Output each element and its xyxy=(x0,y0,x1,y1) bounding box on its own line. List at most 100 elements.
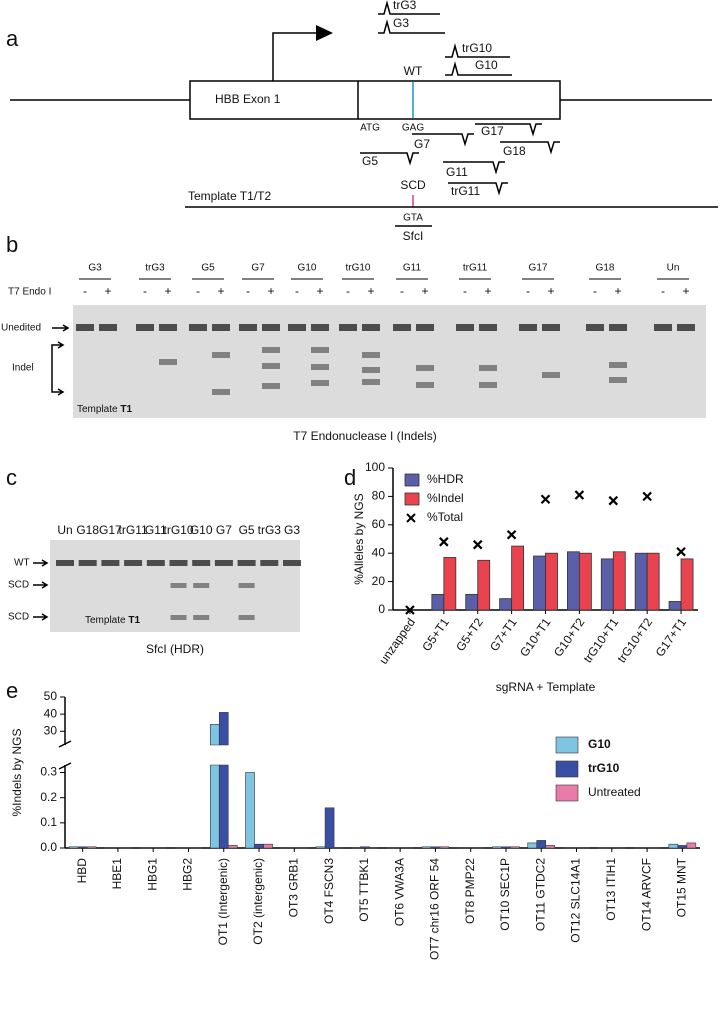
gel-band xyxy=(609,377,627,383)
gel-band xyxy=(479,365,497,371)
x-tick-label: G10+T2 xyxy=(551,615,588,659)
x-tick-label: G7+T1 xyxy=(487,615,520,654)
bar xyxy=(536,840,547,849)
gel-band xyxy=(654,324,672,331)
x-tick-label: OT11 GTDC2 xyxy=(533,858,547,931)
guide xyxy=(445,61,512,76)
gel-band xyxy=(362,352,380,358)
template-label: Template T1 xyxy=(85,615,140,626)
bar xyxy=(209,724,220,849)
bar xyxy=(443,557,457,611)
arrow xyxy=(33,613,49,621)
gel-band xyxy=(393,324,411,331)
guide-label: G10 xyxy=(475,58,498,72)
gel-band xyxy=(586,324,604,331)
plus-sign: + xyxy=(367,284,374,298)
lane-label: trG11 xyxy=(463,263,488,274)
legend-label: %HDR xyxy=(427,472,464,486)
bracket xyxy=(51,341,65,396)
guide-label: G18 xyxy=(503,144,526,158)
bar xyxy=(566,551,580,611)
arrow xyxy=(52,324,70,332)
guide xyxy=(445,43,510,58)
lane-label: trG3 xyxy=(258,523,282,537)
lane-label: Un xyxy=(57,523,72,537)
gel-band xyxy=(238,583,255,588)
bar xyxy=(421,846,432,849)
template-label: Template T1/T2 xyxy=(188,189,271,203)
gel-band xyxy=(311,324,329,331)
gel-band xyxy=(262,324,280,331)
x-tick-label: OT4 FSCN3 xyxy=(322,858,336,924)
gel-band xyxy=(169,560,188,566)
gel-band xyxy=(677,324,695,331)
bar xyxy=(86,846,97,849)
guide-label: G3 xyxy=(393,16,409,30)
gel-caption: T7 Endonuclease I (Indels) xyxy=(293,429,436,443)
guide-label: trG10 xyxy=(462,41,492,55)
gel-band xyxy=(416,324,434,331)
bar xyxy=(545,845,556,849)
guide xyxy=(378,0,440,15)
bar xyxy=(227,845,238,849)
x-tick-label: OT14 ARVCF xyxy=(639,858,653,931)
total-marker xyxy=(642,491,652,502)
y-tick-label: 50 xyxy=(44,689,58,703)
guide xyxy=(412,133,474,147)
minus-sign: - xyxy=(661,284,665,298)
bar xyxy=(324,807,335,849)
y-tick-label: 100 xyxy=(365,460,385,474)
template-text: Template xyxy=(77,404,118,415)
gel-band xyxy=(170,615,187,620)
gel-band xyxy=(56,560,74,566)
gel-band xyxy=(311,347,329,353)
gel-band xyxy=(362,367,380,373)
bar xyxy=(511,545,525,611)
legend-label: trG10 xyxy=(588,761,620,775)
y-tick-label: 40 xyxy=(372,545,386,559)
arrow-head xyxy=(316,25,333,41)
gel-band xyxy=(311,380,329,386)
bar xyxy=(646,552,660,611)
gel-band xyxy=(456,324,474,331)
gel-band xyxy=(288,324,306,331)
template-label: Template T1 xyxy=(77,404,132,415)
bar xyxy=(245,772,255,849)
gel-band xyxy=(193,615,210,620)
guide xyxy=(448,182,508,196)
gel-band xyxy=(609,362,627,368)
arrow xyxy=(33,581,49,589)
x-tick-label: OT13 ITIH1 xyxy=(604,858,618,921)
total-marker xyxy=(439,537,449,547)
wt-label: WT xyxy=(404,64,423,78)
x-tick-label: OT10 SEC1P xyxy=(498,858,512,931)
lane-label: G10 xyxy=(298,263,317,274)
template-name: T1 xyxy=(120,404,132,415)
legend-swatch xyxy=(555,760,579,778)
bar xyxy=(680,558,694,611)
gel-band xyxy=(479,324,497,331)
y-axis-title: %Indels by NGS xyxy=(10,728,24,816)
gel-band xyxy=(214,560,233,566)
bar xyxy=(465,593,479,611)
band-label: WT xyxy=(14,558,30,569)
bar xyxy=(510,846,520,849)
arrow xyxy=(33,559,49,567)
band-label: Indel xyxy=(12,363,34,374)
gel-band xyxy=(78,560,97,566)
guide-label: trG3 xyxy=(393,0,417,12)
bar xyxy=(600,558,614,611)
gel-band xyxy=(609,324,627,331)
gel-band xyxy=(136,324,154,331)
codon-label: ATG xyxy=(360,123,380,134)
gel-band xyxy=(479,382,497,388)
plus-sign: + xyxy=(104,284,111,298)
bar xyxy=(668,843,679,849)
gel-band xyxy=(262,363,280,369)
x-tick-label: HBD xyxy=(75,858,89,884)
lane-label: G3 xyxy=(88,263,102,274)
y-tick-label: 60 xyxy=(372,517,386,531)
y-tick-label: 30 xyxy=(44,723,58,737)
template-name: T1 xyxy=(128,615,140,626)
tss-arrow xyxy=(272,32,318,81)
